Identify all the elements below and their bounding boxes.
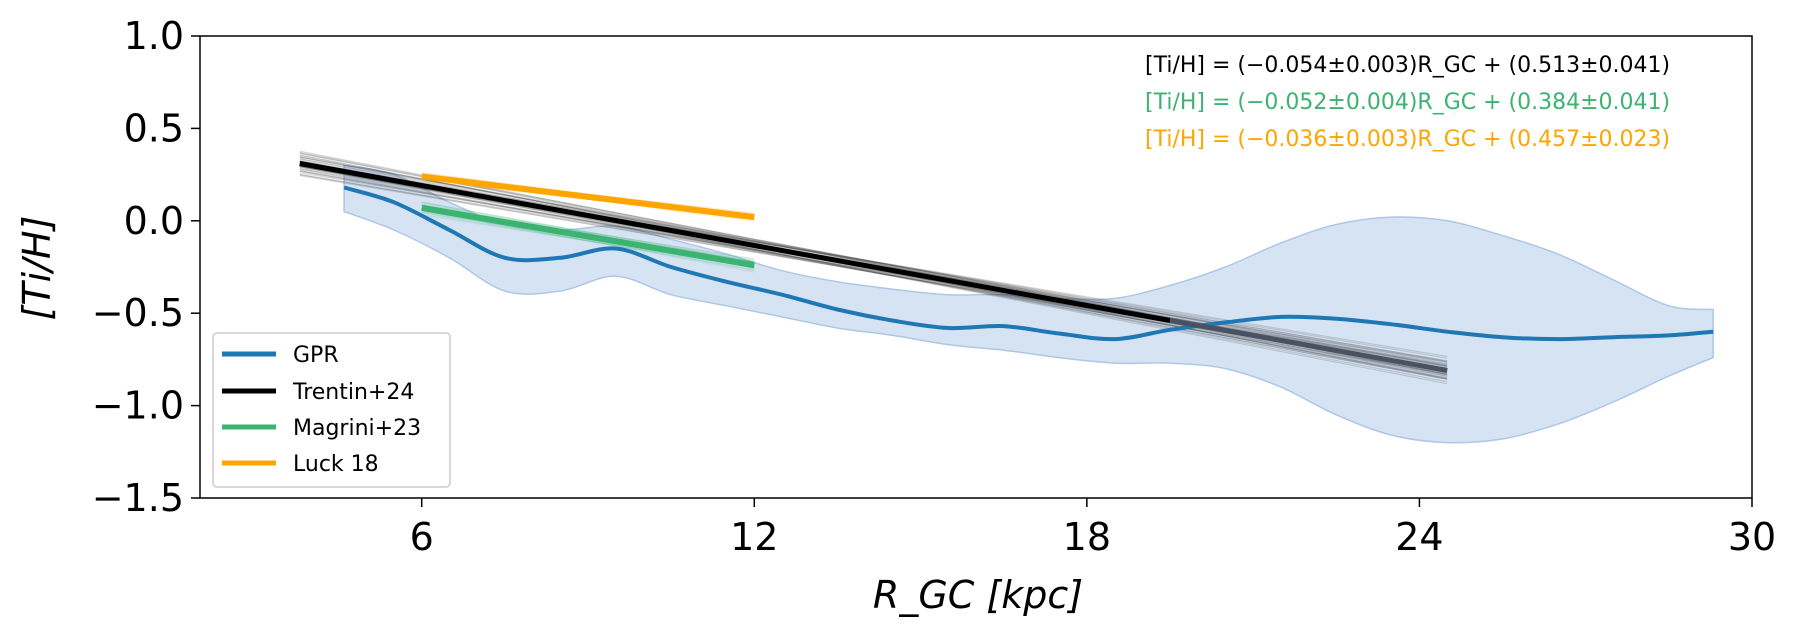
trentin-sample-line xyxy=(299,170,1448,375)
legend-label-magrini: Magrini+23 xyxy=(293,416,421,441)
x-tick-label: 24 xyxy=(1395,515,1443,559)
magrini-line xyxy=(421,204,755,269)
gpr-confidence-band xyxy=(343,164,1714,444)
lines-layer xyxy=(299,161,1714,373)
y-tick-label: −1.5 xyxy=(92,476,184,520)
trentin-sample-line xyxy=(299,168,1448,376)
legend: GPR Trentin+24 Magrini+23 Luck 18 xyxy=(212,332,451,488)
legend-box xyxy=(212,332,451,488)
trentin-line-extension xyxy=(1169,318,1448,373)
trentin-sample-line xyxy=(299,160,1448,365)
trentin-sample-line xyxy=(299,156,1448,367)
y-tick-label: 0.0 xyxy=(124,199,184,243)
trentin-sample-line xyxy=(299,165,1448,377)
trentin-line xyxy=(299,161,1171,323)
ticks-layer: 6 12 18 24 30 −1.5 −1.0 −0.5 0.0 0.5 1.0 xyxy=(92,14,1776,559)
x-tick-label: 18 xyxy=(1063,515,1111,559)
annotation-trentin: [Ti/H] = (−0.054±0.003)R_GC + (0.513±0.0… xyxy=(1145,53,1670,78)
y-tick-label: −1.0 xyxy=(92,384,184,428)
trentin-sample-line xyxy=(299,158,1448,366)
x-tick-label: 6 xyxy=(410,515,434,559)
trentin-sample-line xyxy=(299,165,1448,380)
magrini-sample-line xyxy=(421,204,755,260)
magrini-sample-line xyxy=(421,203,755,261)
legend-label-gpr: GPR xyxy=(293,343,339,368)
trentin-sample-line xyxy=(299,161,1448,362)
annotation-luck: [Ti/H] = (−0.036±0.003)R_GC + (0.457±0.0… xyxy=(1145,127,1670,152)
magrini-sample-line xyxy=(421,210,755,271)
y-axis-label: [Ti/H] xyxy=(15,216,59,321)
y-tick-label: 0.5 xyxy=(124,106,184,150)
legend-label-luck: Luck 18 xyxy=(293,452,379,477)
magrini-sample-line xyxy=(421,202,755,263)
luck-line xyxy=(421,173,755,221)
magrini-sample-line xyxy=(421,201,755,263)
magrini-sample-line xyxy=(421,211,755,271)
annotation-magrini: [Ti/H] = (−0.052±0.004)R_GC + (0.384±0.0… xyxy=(1145,90,1670,115)
legend-label-trentin: Trentin+24 xyxy=(292,380,414,405)
x-axis-label: R_GC [kpc] xyxy=(873,573,1083,617)
plot-frame xyxy=(199,35,1753,499)
band-layer xyxy=(343,164,1714,444)
gpr-line xyxy=(343,185,1714,342)
magrini-sample-line xyxy=(421,211,755,269)
x-tick-label: 12 xyxy=(730,515,778,559)
y-tick-label: 1.0 xyxy=(124,14,184,58)
x-tick-label: 30 xyxy=(1728,515,1776,559)
annotations: [Ti/H] = (−0.054±0.003)R_GC + (0.513±0.0… xyxy=(1145,53,1670,152)
y-tick-label: −0.5 xyxy=(92,291,184,335)
